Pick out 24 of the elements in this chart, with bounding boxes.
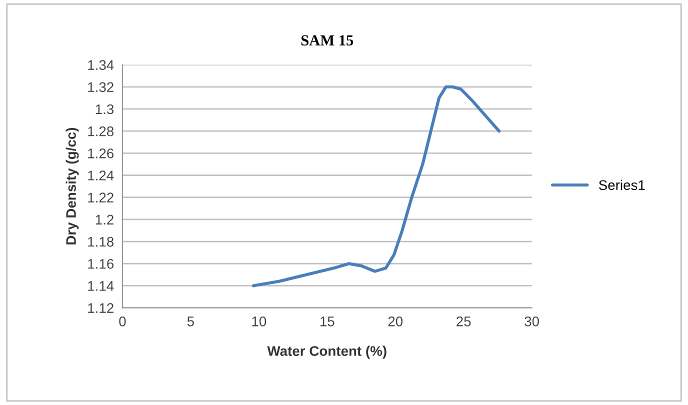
x-tick-label: 10: [252, 316, 266, 326]
y-tick-label: 1.12: [88, 303, 114, 313]
y-tick-label: 1.22: [88, 192, 114, 202]
x-tick-label: 20: [388, 316, 403, 326]
y-tick-label: 1.2: [96, 214, 114, 224]
line-series: [252, 85, 501, 288]
y-tick-label: 1.16: [88, 258, 114, 269]
x-tick-label: 0: [119, 316, 126, 326]
x-tick-label: 25: [456, 316, 471, 326]
y-tick-label: 1.26: [88, 148, 114, 158]
chart-title: SAM 15: [301, 35, 354, 46]
y-tick-label: 1.3: [96, 104, 114, 114]
y-tick-label: 1.34: [88, 60, 114, 70]
x-tick-label: 30: [524, 316, 540, 326]
y-tick-label: 1.32: [88, 82, 114, 92]
x-tick-label: 15: [320, 316, 334, 326]
y-axis-title: Dry Density (g/cc): [66, 128, 79, 244]
y-tick-label: 1.28: [88, 126, 114, 136]
x-axis-title: Water Content (%): [267, 346, 386, 359]
y-tick-label: 1.18: [88, 236, 114, 247]
legend-label: Series1: [598, 180, 645, 190]
x-tick-label: 5: [187, 316, 194, 326]
y-tick-label: 1.24: [88, 170, 114, 180]
y-tick-label: 1.14: [88, 281, 114, 291]
